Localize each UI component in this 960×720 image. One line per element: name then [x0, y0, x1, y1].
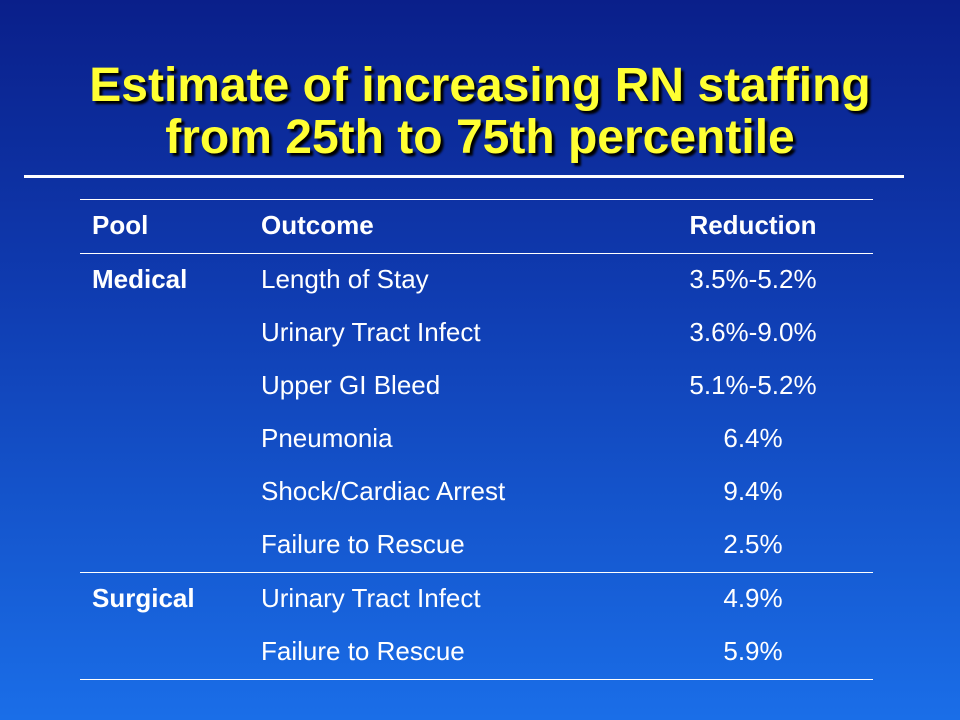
reduction-cell: 5.9%: [723, 636, 783, 666]
table-row: Upper GI Bleed 5.1%-5.2%: [80, 360, 873, 413]
reduction-cell: 3.6%-9.0%: [689, 317, 817, 347]
header-outcome: Outcome: [261, 210, 374, 240]
reduction-cell: 2.5%: [723, 529, 783, 559]
outcome-cell: Urinary Tract Infect: [261, 583, 481, 613]
table-row: Failure to Rescue 2.5%: [80, 519, 873, 572]
table-header-rule: [80, 253, 873, 254]
reduction-cell: 9.4%: [723, 476, 783, 506]
table-section-rule: [80, 572, 873, 573]
table-row: Medical Length of Stay 3.5%-5.2%: [80, 254, 873, 307]
outcome-cell: Length of Stay: [261, 264, 429, 294]
outcome-cell: Pneumonia: [261, 423, 393, 453]
reduction-cell: 5.1%-5.2%: [689, 370, 817, 400]
outcome-cell: Upper GI Bleed: [261, 370, 441, 400]
table-top-rule: [80, 199, 873, 200]
header-pool: Pool: [92, 210, 149, 240]
table-row: Failure to Rescue 5.9%: [80, 626, 873, 679]
pool-cell: Medical: [92, 264, 188, 294]
outcome-cell: Shock/Cardiac Arrest: [261, 476, 506, 506]
reduction-cell: 4.9%: [723, 583, 783, 613]
table-row: Urinary Tract Infect 3.6%-9.0%: [80, 307, 873, 360]
header-reduction: Reduction: [689, 210, 817, 240]
reduction-cell: 6.4%: [723, 423, 783, 453]
outcome-cell: Failure to Rescue: [261, 636, 465, 666]
slide-title-line-2: from 25th to 75th percentile: [165, 111, 795, 164]
outcome-cell: Urinary Tract Infect: [261, 317, 481, 347]
table-row: Shock/Cardiac Arrest 9.4%: [80, 466, 873, 519]
table-bottom-rule: [80, 679, 873, 680]
slide-title: Estimate of increasing RN staffing from …: [0, 60, 960, 164]
title-divider: [24, 175, 904, 178]
table-row: Pneumonia 6.4%: [80, 413, 873, 466]
table-header-row: Pool Outcome Reduction: [80, 200, 873, 253]
reduction-cell: 3.5%-5.2%: [689, 264, 817, 294]
staffing-table: Pool Outcome Reduction Medical Length of…: [80, 199, 873, 680]
slide-title-line-1: Estimate of increasing RN staffing: [89, 59, 871, 112]
table-row: Surgical Urinary Tract Infect 4.9%: [80, 573, 873, 626]
pool-cell: Surgical: [92, 583, 195, 613]
outcome-cell: Failure to Rescue: [261, 529, 465, 559]
